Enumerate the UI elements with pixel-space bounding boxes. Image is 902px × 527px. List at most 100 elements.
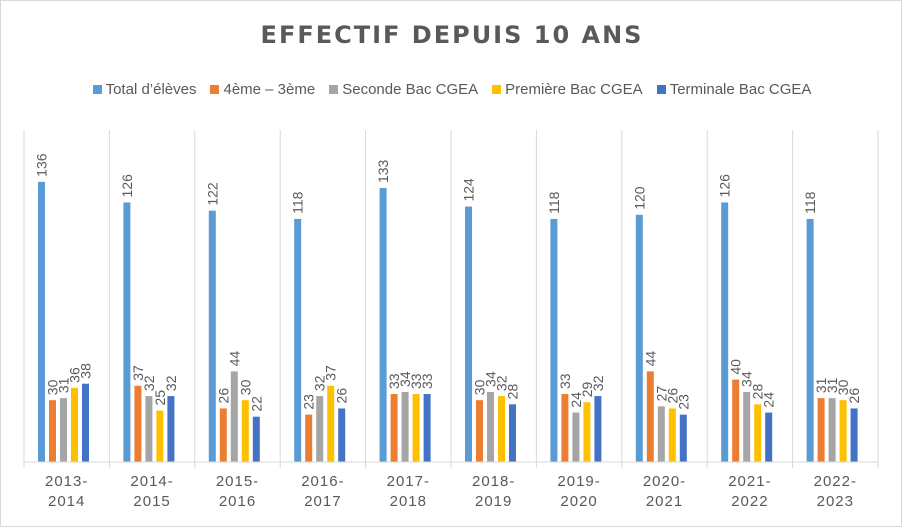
legend-item: Seconde Bac CGEA [329, 81, 478, 98]
data-label: 33 [408, 373, 424, 389]
data-label: 31 [56, 377, 72, 393]
category-label: 2016- [301, 473, 344, 490]
data-label: 37 [130, 365, 146, 381]
bar [850, 408, 858, 462]
bar [230, 371, 238, 462]
legend-swatch [492, 85, 502, 94]
data-label: 126 [119, 174, 135, 198]
category-label: 2020- [643, 473, 686, 490]
bar [668, 408, 676, 462]
bar [71, 387, 78, 462]
data-label: 22 [248, 396, 264, 412]
data-label: 32 [312, 375, 328, 391]
legend-label: 4ème – 3ème [223, 81, 316, 98]
data-label: 28 [750, 384, 766, 400]
data-label: 44 [642, 351, 658, 367]
data-label: 28 [505, 384, 521, 400]
data-label: 32 [494, 375, 510, 391]
data-label: 30 [472, 379, 488, 395]
bar [156, 410, 164, 462]
bar [839, 400, 847, 462]
data-label: 32 [163, 375, 179, 391]
bar [38, 181, 45, 462]
legend-swatch [656, 85, 666, 94]
data-label: 124 [461, 178, 477, 202]
bar [635, 214, 643, 462]
category-label: 2013- [45, 473, 88, 490]
bar [806, 218, 814, 462]
bar [721, 202, 729, 462]
data-label: 32 [141, 375, 157, 391]
legend-label: Total d’élèves [105, 81, 197, 98]
data-label: 30 [237, 379, 253, 395]
data-label: 27 [653, 386, 669, 402]
data-label: 25 [152, 390, 168, 406]
data-label: 34 [739, 371, 755, 387]
data-label: 118 [290, 191, 306, 214]
legend-item: Terminale Bac CGEA [656, 81, 812, 98]
legend-swatch [92, 85, 102, 94]
data-label: 30 [835, 379, 851, 395]
bar [241, 400, 249, 462]
category-label: 2022- [814, 473, 857, 490]
legend-label: Terminale Bac CGEA [669, 81, 812, 98]
category-label: 2018 [390, 493, 427, 510]
bar [498, 396, 505, 462]
category-label: 2015- [216, 473, 259, 490]
data-label: 34 [397, 371, 413, 387]
bar [572, 412, 580, 462]
bar [765, 412, 773, 462]
bar [743, 391, 751, 462]
category-label: 2020 [560, 493, 597, 510]
data-label: 120 [631, 186, 647, 210]
data-label: 23 [675, 394, 691, 410]
data-label: 31 [813, 377, 829, 393]
data-label: 26 [334, 388, 350, 404]
bar [476, 400, 483, 462]
data-label: 126 [717, 174, 733, 198]
bar [828, 398, 836, 462]
bar [657, 406, 665, 462]
bar [550, 218, 558, 462]
category-label: 2021- [728, 473, 771, 490]
category-label: 2021 [646, 493, 683, 510]
data-label: 118 [802, 191, 818, 214]
bar [509, 404, 516, 462]
data-label: 24 [568, 392, 584, 408]
legend-item: Total d’élèves [92, 81, 197, 98]
category-label: 2014- [130, 473, 173, 490]
bar [305, 414, 313, 462]
bar [817, 398, 825, 462]
bar [754, 404, 762, 462]
category-label: 2018- [472, 473, 515, 490]
data-label: 38 [78, 363, 94, 379]
data-label: 24 [761, 392, 777, 408]
bar [390, 394, 398, 462]
bar [732, 379, 740, 462]
bar [412, 394, 420, 462]
bar [252, 416, 260, 462]
data-label: 26 [664, 388, 680, 404]
bar [561, 394, 569, 462]
data-label: 40 [728, 359, 744, 375]
category-label: 2022 [731, 493, 768, 510]
bar [208, 210, 216, 462]
bar [134, 385, 142, 462]
data-label: 33 [419, 373, 435, 389]
bar [327, 385, 335, 462]
legend-item: 4ème – 3ème [210, 81, 315, 98]
data-label: 26 [215, 388, 231, 404]
category-label: 2019- [557, 473, 600, 490]
data-label: 34 [483, 371, 499, 387]
bar [679, 414, 687, 462]
data-label: 122 [204, 182, 220, 206]
bar [82, 383, 89, 462]
data-label: 33 [557, 373, 573, 389]
data-label: 33 [386, 373, 402, 389]
data-label: 118 [546, 191, 562, 214]
legend-item: Première Bac CGEA [492, 81, 643, 98]
category-label: 2017- [387, 473, 430, 490]
bar [583, 402, 591, 462]
legend-label: Première Bac CGEA [505, 81, 643, 98]
